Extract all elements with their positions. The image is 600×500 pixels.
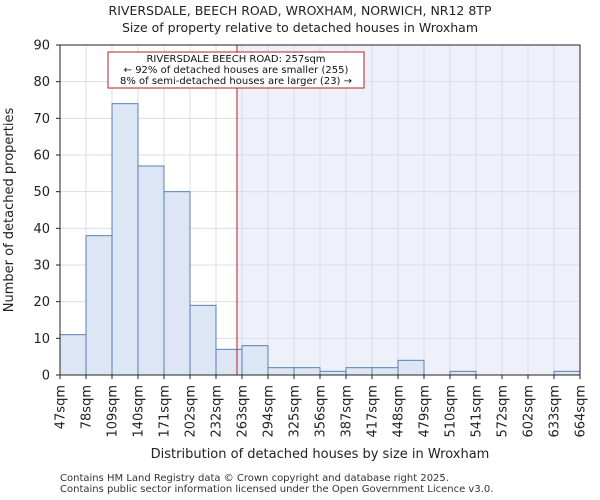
y-tick-label: 50 [33, 185, 50, 200]
x-axis-label: Distribution of detached houses by size … [151, 447, 490, 462]
x-tick-label: 47sqm [54, 385, 69, 429]
y-tick-label: 80 [33, 75, 50, 90]
y-axis-ticks: 0 10 20 30 40 50 60 70 80 90 [33, 39, 60, 384]
x-tick-label: 417sqm [366, 385, 381, 438]
x-tick-label: 387sqm [340, 385, 355, 438]
x-tick-label: 633sqm [548, 385, 563, 438]
x-tick-label: 325sqm [288, 385, 303, 438]
bar [397, 359, 425, 376]
y-tick-label: 90 [33, 39, 50, 54]
x-tick-label: 78sqm [80, 385, 95, 429]
x-tick-label: 479sqm [418, 385, 433, 438]
y-tick-label: 20 [33, 295, 50, 310]
bar [59, 334, 87, 376]
x-tick-label: 448sqm [392, 385, 407, 438]
bar [345, 367, 373, 376]
histogram-chart: 0 10 20 30 40 50 60 70 80 90 47sqm 78sqm 109sqm 140s… [2, 39, 589, 463]
footer-line2: Contains public sector information licen… [60, 484, 494, 495]
y-tick-label: 30 [33, 259, 50, 274]
bar [111, 103, 139, 376]
bar [371, 367, 399, 376]
bar [267, 367, 295, 376]
y-tick-label: 10 [33, 332, 50, 347]
highlight-region [236, 45, 580, 375]
y-tick-label: 60 [33, 149, 50, 164]
y-axis-label: Number of detached properties [2, 108, 17, 313]
footer: Contains HM Land Registry data © Crown c… [60, 473, 493, 495]
bar [319, 370, 347, 376]
bar [241, 345, 269, 376]
annotation-line2: ← 92% of detached houses are smaller (25… [124, 65, 349, 76]
bar [163, 191, 191, 376]
bar [85, 235, 113, 376]
x-tick-label: 541sqm [470, 385, 485, 438]
x-tick-label: 602sqm [522, 385, 537, 438]
y-tick-label: 40 [33, 222, 50, 237]
annotation-box: RIVERSDALE BEECH ROAD: 257sqm ← 92% of d… [107, 51, 365, 89]
annotation-line1: RIVERSDALE BEECH ROAD: 257sqm [146, 54, 325, 65]
x-tick-label: 232sqm [210, 385, 225, 438]
x-tick-label: 109sqm [106, 385, 121, 438]
bar [449, 370, 477, 376]
bar [293, 367, 321, 376]
footer-line1: Contains HM Land Registry data © Crown c… [60, 473, 449, 484]
x-tick-label: 263sqm [236, 385, 251, 438]
annotation-line3: 8% of semi-detached houses are larger (2… [120, 76, 352, 87]
chart-title: RIVERSDALE, BEECH ROAD, WROXHAM, NORWICH… [108, 3, 492, 18]
x-tick-label: 572sqm [496, 385, 511, 438]
y-tick-label: 70 [33, 112, 50, 127]
bar [553, 370, 581, 376]
x-axis-ticks: 47sqm 78sqm 109sqm 140sqm 171sqm 202sqm 232sqm… [54, 375, 589, 438]
x-tick-label: 356sqm [314, 385, 329, 438]
bar [189, 304, 217, 376]
x-tick-label: 171sqm [158, 385, 173, 438]
annotation-border [107, 51, 365, 89]
chart-subtitle: Size of property relative to detached ho… [122, 20, 478, 35]
x-tick-label: 510sqm [444, 385, 459, 438]
y-tick-label: 0 [42, 369, 50, 384]
x-tick-label: 294sqm [262, 385, 277, 438]
x-tick-label: 664sqm [574, 385, 589, 438]
bar [137, 165, 165, 376]
bars [59, 103, 581, 376]
x-tick-label: 140sqm [132, 385, 147, 438]
bar [215, 348, 243, 376]
x-tick-label: 202sqm [184, 385, 199, 438]
